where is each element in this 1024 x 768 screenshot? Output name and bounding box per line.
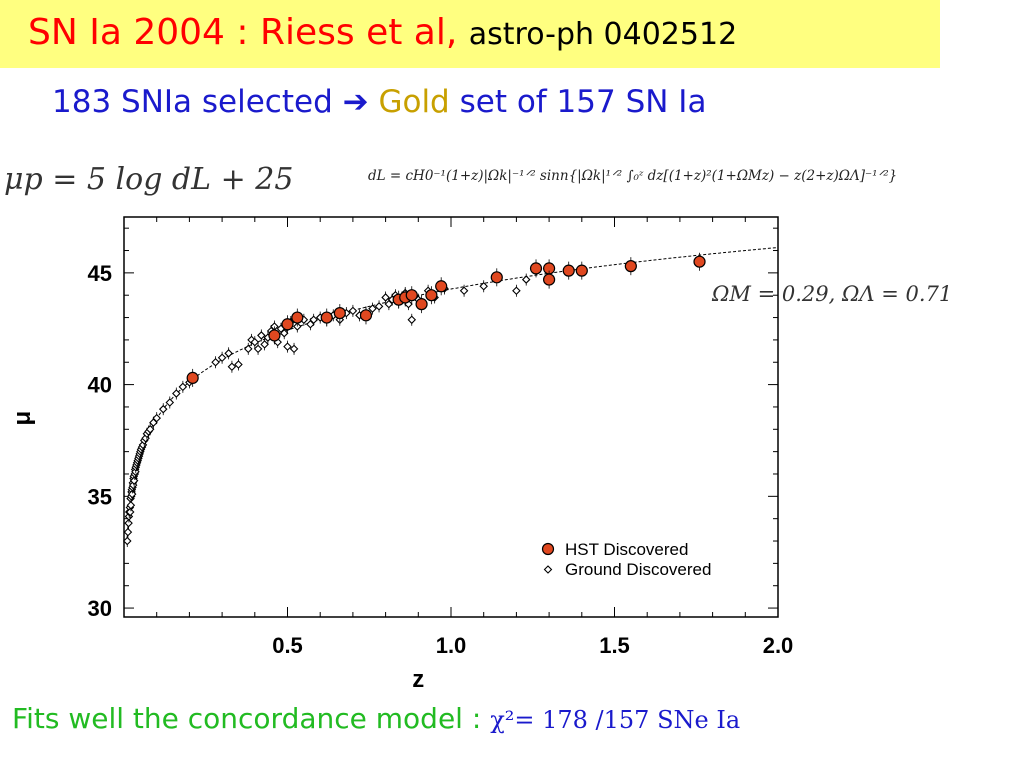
ground-point <box>145 425 155 434</box>
hst-point <box>490 271 503 284</box>
ground-point <box>217 353 227 363</box>
x-tick-label: 2.0 <box>763 633 794 658</box>
x-tick-label: 1.5 <box>599 633 630 658</box>
ground-point <box>381 293 390 302</box>
hst-point <box>281 318 294 331</box>
hst-point <box>405 289 418 302</box>
ground-point <box>128 480 138 490</box>
hst-point <box>291 311 304 324</box>
hst-point <box>693 255 706 268</box>
ground-point <box>123 527 133 537</box>
ground-point <box>260 340 269 349</box>
ground-point <box>368 304 377 313</box>
luminosity-distance-equation: dL = cH0⁻¹(1+z)|Ωk|⁻¹ᐟ² sinn{|Ωk|¹ᐟ² ∫₀ᶻ… <box>368 168 898 184</box>
hst-point <box>575 264 588 277</box>
hst-series <box>186 252 706 387</box>
fit-curve <box>126 247 779 545</box>
hst-point <box>415 298 428 311</box>
subtitle-post: set of 157 SN Ia <box>459 84 707 120</box>
ground-point <box>125 507 135 517</box>
y-tick-label: 45 <box>88 261 112 286</box>
hst-point <box>435 280 448 293</box>
ground-point <box>178 382 188 392</box>
slide-subtitle: 183 SNIa selected ➔ Gold set of 157 SN I… <box>52 84 706 120</box>
ground-point <box>521 275 531 284</box>
ground-point <box>234 360 243 369</box>
ground-point <box>459 286 469 296</box>
ground-point <box>165 398 175 407</box>
hst-point <box>562 264 575 277</box>
ground-point <box>283 342 292 351</box>
ground-point <box>348 306 358 316</box>
ground-point <box>479 281 488 291</box>
hst-point <box>529 262 543 275</box>
ground-point <box>126 500 136 510</box>
ground-point <box>122 536 132 546</box>
omega-parameters: ΩM = 0.29, ΩΛ = 0.71 <box>712 282 953 306</box>
ground-point <box>152 413 161 423</box>
hst-point <box>359 309 373 322</box>
ground-point <box>172 389 181 398</box>
legend-hst-label: HST Discovered <box>565 540 688 559</box>
legend-ground-label: Ground Discovered <box>565 560 711 579</box>
axis-ticks <box>123 217 779 617</box>
x-axis-label: z <box>412 666 424 693</box>
hst-point <box>425 289 438 302</box>
ground-point <box>512 286 521 296</box>
hst-point <box>320 311 333 324</box>
title-bar <box>0 0 940 68</box>
ground-point <box>211 357 220 367</box>
ground-point <box>309 315 318 325</box>
ground-point <box>374 302 384 311</box>
ground-point <box>250 337 260 347</box>
axis-labels: 0.5 1.0 1.5 2.0 30 35 40 45 z μ <box>9 261 793 693</box>
y-axis-label: μ <box>9 411 36 426</box>
subtitle-pre: 183 SNIa selected <box>52 84 333 120</box>
y-tick-label: 35 <box>88 484 112 509</box>
x-tick-label: 1.0 <box>436 633 467 658</box>
chi-squared-text: χ²= 178 /157 SNe Ia <box>490 706 741 734</box>
concordance-fit-line <box>126 247 779 545</box>
ground-point <box>289 344 299 354</box>
ground-point <box>257 331 266 340</box>
ground-point <box>124 518 133 528</box>
y-tick-label: 30 <box>88 596 112 621</box>
hst-point <box>333 306 346 320</box>
ground-point <box>407 315 417 325</box>
arrow-right-icon: ➔ <box>342 84 369 120</box>
hst-point <box>268 329 281 342</box>
ground-point <box>243 344 253 354</box>
distance-modulus-equation: μp = 5 log dL + 25 <box>4 162 294 197</box>
ground-point <box>253 344 263 354</box>
ground-point <box>158 404 168 414</box>
ground-point <box>224 349 233 358</box>
ground-point <box>279 328 289 338</box>
ground-point <box>227 362 237 371</box>
subtitle-gold: Gold <box>378 84 450 120</box>
bottom-caption: Fits well the concordance model : χ²= 17… <box>12 702 740 735</box>
x-tick-label: 0.5 <box>272 633 303 658</box>
hst-point <box>624 260 637 273</box>
y-tick-label: 40 <box>88 373 112 398</box>
title-reference: astro-ph 0402512 <box>468 17 738 52</box>
ground-point <box>129 476 139 485</box>
bottom-text: Fits well the concordance model : <box>12 702 482 735</box>
ground-point <box>141 433 150 443</box>
legend-ground-marker <box>543 565 553 574</box>
slide-title: SN Ia 2004 : Riess et al, astro-ph 04025… <box>28 12 737 53</box>
title-main: SN Ia 2004 : Riess et al, <box>28 12 458 53</box>
hst-point <box>542 273 556 286</box>
hst-point <box>186 371 199 384</box>
legend-hst-marker <box>541 542 555 556</box>
ground-point <box>127 489 137 499</box>
